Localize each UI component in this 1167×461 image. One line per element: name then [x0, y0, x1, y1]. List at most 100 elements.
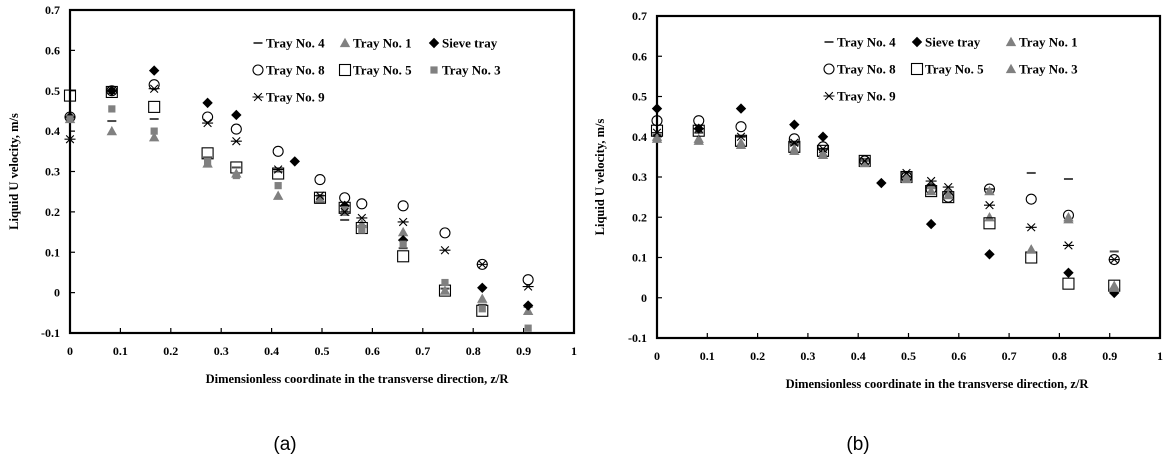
data-point [1063, 267, 1074, 278]
y-tick-label: 0.5 [632, 90, 647, 104]
data-point [314, 191, 326, 200]
series-sieve-tray [651, 103, 1120, 299]
data-point [478, 305, 486, 313]
data-point [339, 207, 351, 217]
data-point [1063, 212, 1074, 222]
data-point [735, 139, 747, 149]
legend: Tray No. 4 Sieve tray Tray No. 1 Tray No. 8… [823, 35, 1078, 104]
series-tray-no-4 [652, 131, 1119, 253]
data-point [356, 213, 368, 223]
data-point [651, 133, 663, 143]
legend-label: Tray No. 5 [353, 63, 412, 78]
y-tick-label: -0.1 [628, 331, 647, 345]
data-point [66, 115, 74, 123]
data-point [925, 185, 938, 198]
x-tick-label: 0.8 [466, 344, 481, 358]
data-point [356, 198, 368, 210]
y-tick-label: 0 [54, 286, 60, 300]
data-point [1062, 241, 1074, 250]
y-tick-label: 0.1 [632, 251, 647, 265]
data-point [876, 177, 887, 189]
data-point [63, 89, 77, 102]
data-point [1025, 251, 1038, 264]
x-tick-label: 0.5 [901, 349, 916, 363]
data-point [105, 85, 118, 99]
data-point [522, 282, 534, 291]
data-point [735, 103, 747, 114]
x-tick-label: 0.1 [700, 349, 715, 363]
data-point [984, 212, 995, 222]
data-point [983, 217, 996, 230]
data-point [148, 100, 161, 113]
legend-marker [1005, 63, 1017, 74]
data-point [106, 125, 118, 136]
legend-label: Tray No. 8 [837, 62, 896, 77]
x-tick-label: 0.4 [264, 344, 279, 358]
data-point [230, 136, 242, 146]
legend-marker [1005, 36, 1017, 47]
x-tick-label: 0.2 [750, 349, 765, 363]
data-point [522, 274, 534, 286]
panel-caption: (a) [273, 434, 296, 455]
x-tick-label: 0.8 [1052, 349, 1067, 363]
series-tray-no-5 [650, 124, 1121, 292]
data-point [1025, 223, 1037, 232]
legend-marker [910, 62, 924, 76]
y-tick-label: 0.3 [45, 165, 60, 179]
data-point [1026, 244, 1037, 254]
x-axis-title: Dimensionless coordinate in the transver… [206, 372, 510, 386]
x-tick-label: 0.2 [163, 344, 178, 358]
x-tick-label: 0 [67, 344, 73, 358]
data-point [1025, 193, 1037, 205]
y-tick-label: 0.7 [45, 3, 60, 17]
data-point [272, 145, 284, 157]
legend-marker [823, 63, 835, 75]
data-point [314, 174, 326, 186]
data-point [397, 250, 410, 263]
legend-label: Tray No. 9 [837, 89, 896, 104]
data-point [148, 65, 160, 76]
data-point [477, 293, 488, 303]
series-tray-no-1 [651, 131, 1120, 290]
x-tick-label: 0.5 [315, 344, 330, 358]
data-point [397, 217, 409, 227]
data-point [476, 260, 488, 269]
data-point [859, 156, 871, 166]
y-tick-label: 0.6 [45, 43, 60, 57]
data-point [230, 123, 242, 135]
chart-panel-a: -0.1 0 0.1 0.2 0.3 0.4 0.5 0.6 0.7 0 0.1 0.2 0.3 0.4 0… [7, 3, 577, 455]
y-tick-label: 0.2 [632, 210, 647, 224]
data-point [984, 249, 995, 260]
data-point [356, 218, 368, 229]
data-point [316, 194, 324, 202]
plot-frame [68, 8, 576, 335]
data-point [651, 128, 663, 137]
data-point [203, 157, 212, 166]
x-tick-label: 1 [1157, 349, 1163, 363]
data-point [925, 218, 937, 230]
data-point [202, 111, 214, 123]
x-tick-label: 0.9 [1102, 349, 1117, 363]
x-tick-label: 1 [571, 344, 577, 358]
x-tick-label: 0.6 [951, 349, 966, 363]
data-point [148, 79, 160, 91]
x-tick-label: 0.3 [214, 344, 229, 358]
data-point [148, 131, 160, 142]
legend-marker [252, 92, 264, 102]
data-point [274, 182, 282, 190]
x-tick-label: 0.1 [113, 344, 128, 358]
data-point [358, 226, 366, 234]
data-point [735, 132, 747, 141]
data-point [272, 165, 284, 174]
legend-label: Tray No. 8 [266, 63, 325, 78]
data-point [788, 138, 800, 148]
x-tick-label: 0 [654, 349, 660, 363]
data-point [313, 191, 327, 204]
legend-label: Tray No. 3 [1019, 62, 1078, 77]
series-tray-no-8 [64, 79, 534, 286]
data-point [232, 171, 240, 180]
data-point [693, 124, 705, 133]
data-point [148, 84, 160, 93]
data-point [272, 167, 285, 180]
